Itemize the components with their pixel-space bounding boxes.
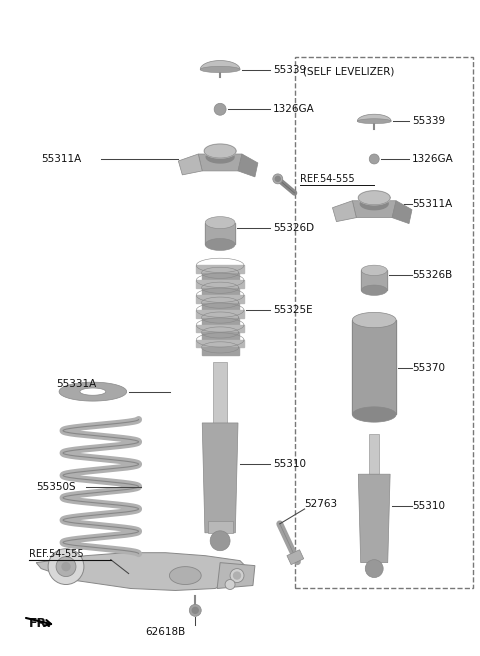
Text: REF.54-555: REF.54-555 [29, 548, 84, 559]
Polygon shape [196, 325, 244, 333]
Text: 55326B: 55326B [412, 270, 452, 280]
Polygon shape [196, 295, 244, 302]
Text: (SELF LEVELIZER): (SELF LEVELIZER) [302, 66, 394, 77]
Circle shape [214, 103, 226, 115]
Circle shape [192, 607, 198, 613]
Polygon shape [213, 362, 227, 428]
Text: FR.: FR. [29, 617, 52, 630]
Polygon shape [392, 201, 412, 224]
Polygon shape [352, 320, 396, 415]
Polygon shape [200, 60, 240, 70]
Polygon shape [202, 302, 239, 310]
Polygon shape [352, 407, 396, 422]
Circle shape [48, 548, 84, 584]
Text: 55331A: 55331A [56, 379, 96, 388]
Polygon shape [179, 154, 202, 175]
Circle shape [62, 563, 70, 571]
Polygon shape [198, 154, 242, 171]
Circle shape [234, 572, 240, 579]
Polygon shape [361, 265, 387, 276]
Text: 55350S: 55350S [36, 482, 76, 492]
Circle shape [273, 174, 283, 184]
Polygon shape [360, 197, 388, 210]
Text: 55325E: 55325E [273, 305, 312, 315]
Polygon shape [196, 266, 244, 273]
Circle shape [225, 579, 235, 590]
Text: 55311A: 55311A [41, 154, 82, 164]
Polygon shape [352, 201, 396, 218]
Polygon shape [206, 151, 234, 163]
Polygon shape [36, 553, 250, 590]
Text: 55310: 55310 [412, 501, 445, 511]
Polygon shape [202, 273, 239, 280]
Polygon shape [359, 191, 390, 205]
Polygon shape [200, 66, 240, 73]
Polygon shape [361, 270, 387, 290]
Polygon shape [333, 201, 356, 222]
Polygon shape [80, 388, 106, 396]
Polygon shape [369, 434, 379, 474]
Text: 55311A: 55311A [412, 199, 452, 209]
Polygon shape [205, 239, 235, 251]
Polygon shape [357, 119, 391, 123]
Polygon shape [207, 521, 233, 533]
Text: 55326D: 55326D [273, 222, 314, 233]
Polygon shape [205, 222, 235, 245]
Text: 1326GA: 1326GA [273, 104, 314, 114]
Circle shape [230, 569, 244, 583]
Polygon shape [202, 318, 239, 325]
Text: REF.54-555: REF.54-555 [300, 174, 354, 184]
Polygon shape [217, 563, 255, 588]
Text: 1326GA: 1326GA [412, 154, 454, 164]
Polygon shape [202, 333, 239, 340]
FancyBboxPatch shape [295, 56, 473, 588]
Polygon shape [287, 550, 304, 565]
Polygon shape [202, 423, 238, 533]
Text: 52763: 52763 [305, 499, 338, 509]
Text: 55310: 55310 [273, 459, 306, 469]
Polygon shape [196, 280, 244, 288]
Polygon shape [196, 310, 244, 318]
Text: 55339: 55339 [412, 116, 445, 126]
Circle shape [369, 154, 379, 164]
Polygon shape [361, 285, 387, 295]
Polygon shape [169, 567, 201, 584]
Circle shape [365, 560, 383, 577]
Text: 55370: 55370 [412, 363, 445, 373]
Text: 55339: 55339 [273, 64, 306, 75]
Polygon shape [358, 474, 390, 563]
Polygon shape [196, 340, 244, 348]
Circle shape [276, 176, 280, 181]
Polygon shape [352, 312, 396, 328]
Polygon shape [202, 288, 239, 295]
Circle shape [189, 604, 201, 617]
Circle shape [210, 531, 230, 550]
Polygon shape [202, 348, 239, 355]
Text: 62618B: 62618B [145, 627, 186, 637]
Polygon shape [238, 154, 258, 177]
Polygon shape [204, 144, 236, 158]
Polygon shape [59, 382, 127, 401]
Polygon shape [357, 114, 391, 121]
Polygon shape [205, 216, 235, 228]
Circle shape [56, 557, 76, 577]
